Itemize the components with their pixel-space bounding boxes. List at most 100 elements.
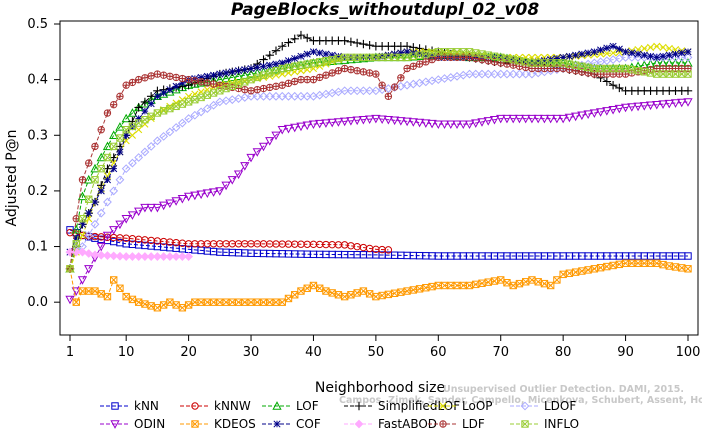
series-point-odin <box>377 115 387 124</box>
series-point-cof <box>103 176 112 184</box>
series-point-odin <box>564 113 575 123</box>
series-point-lof <box>233 71 244 80</box>
series-point-odin <box>240 162 250 171</box>
series-point-fastabod <box>90 250 100 260</box>
series-point-cof <box>228 68 236 76</box>
series-point-cof <box>403 48 411 56</box>
series-point-odin <box>265 137 275 146</box>
series-point-lof <box>96 152 106 162</box>
series-point-ldof <box>652 52 662 62</box>
series-point-ldf <box>241 85 249 94</box>
series-point-fastabod <box>165 252 175 261</box>
series-point-cof <box>197 73 205 81</box>
series-point-kdeos <box>128 295 137 304</box>
series-point-ldf <box>309 75 318 84</box>
legend-item-simplifiedlof: SimplifiedLOF <box>344 399 460 413</box>
series-point-odin <box>208 188 219 197</box>
series-point-cof <box>266 61 274 69</box>
legend-marker-cof <box>273 420 281 428</box>
series-point-odin <box>577 111 587 121</box>
series-point-simplifiedlof <box>284 38 293 47</box>
series-point-cof <box>628 49 636 57</box>
series-point-odin <box>109 226 119 235</box>
series-point-odin <box>102 231 113 241</box>
series-point-ldf <box>272 82 280 91</box>
series-point-odin <box>627 103 637 112</box>
series-point-kdeos <box>247 298 255 306</box>
series-point-ldf <box>91 142 99 151</box>
series-point-inflo <box>184 98 193 106</box>
series-point-cof <box>166 86 174 94</box>
series-point-odin <box>115 220 125 230</box>
x-tick-label-40: 40 <box>305 345 322 360</box>
series-point-lof <box>71 225 81 234</box>
series-point-loop <box>166 102 174 110</box>
chart-title: PageBlocks_withoutdupl_02_v08 <box>231 0 540 20</box>
x-tick-label-70: 70 <box>492 345 509 360</box>
series-point-odin <box>546 114 556 124</box>
series-point-cof <box>322 50 330 58</box>
watermark-line-1: Unsupervised Outlier Detection. DAMI, 20… <box>443 384 684 395</box>
series-point-simplifiedlof <box>140 97 150 107</box>
series-point-odin <box>664 99 674 109</box>
series-point-odin <box>421 119 431 128</box>
series-point-cof <box>540 57 548 65</box>
series-point-odin <box>639 102 649 111</box>
x-tick-label-100: 100 <box>676 345 701 360</box>
series-point-kdeos <box>97 290 105 298</box>
series-point-cof <box>72 234 80 242</box>
series-point-ldf <box>134 75 143 84</box>
series-point-odin <box>121 215 131 224</box>
series-point-fastabod <box>84 249 94 258</box>
series-point-loop <box>640 44 648 53</box>
y-tick-label-3: 0.3 <box>27 128 48 143</box>
series-point-odin <box>77 276 88 285</box>
series-point-ldof <box>471 69 481 79</box>
legend-label-fastabod: FastABOD <box>378 417 437 431</box>
series-point-ldof <box>683 52 693 62</box>
series-point-simplifiedlof <box>359 39 368 49</box>
series-point-ldf <box>415 60 424 68</box>
series-point-odin <box>296 122 306 132</box>
series-point-ldof <box>515 69 524 79</box>
series-point-kdeos <box>372 292 380 301</box>
series-point-cof <box>278 59 286 67</box>
series-point-ldf <box>141 74 149 82</box>
series-point-kdeos <box>103 292 112 301</box>
series-point-lof <box>77 191 88 201</box>
series-point-odin <box>215 187 225 196</box>
series-point-inflo <box>116 134 124 142</box>
series-line-ldof <box>69 56 688 253</box>
series-point-ldof <box>134 153 144 162</box>
series-point-odin <box>196 190 206 200</box>
series-point-ldf <box>372 70 380 78</box>
series-point-ldf <box>153 70 162 78</box>
series-point-odin <box>190 191 200 201</box>
series-point-cof <box>141 107 149 115</box>
series-point-odin <box>389 116 400 126</box>
series-point-ldof <box>252 91 262 101</box>
series-point-kdeos <box>134 298 143 306</box>
series-point-kdeos <box>515 279 524 288</box>
series-point-ldf <box>278 81 286 89</box>
series-point-cof <box>646 52 655 60</box>
series-point-cof <box>640 51 648 59</box>
series-point-kdeos <box>478 279 486 287</box>
series-point-simplifiedlof <box>615 83 624 93</box>
series-point-simplifiedlof <box>340 36 349 45</box>
series-point-cof <box>247 64 255 73</box>
series-point-ldf <box>72 215 80 223</box>
legend-item-odin: ODIN <box>100 417 165 431</box>
series-point-cof <box>684 48 692 56</box>
series-point-cof <box>122 131 130 139</box>
series-point-cof <box>653 53 661 61</box>
series-point-odin <box>677 98 687 108</box>
series-point-fastabod <box>184 252 194 261</box>
series-point-kdeos <box>684 265 692 273</box>
legend: kNN kNNW LOF SimplifiedLOF LoOP LDOF ODIN KDEOS… <box>100 399 579 431</box>
series-point-cof <box>234 67 243 75</box>
series-point-odin <box>171 197 181 206</box>
series-point-lof <box>121 113 131 123</box>
series-point-kdeos <box>528 276 536 284</box>
series-point-simplifiedlof <box>365 40 374 50</box>
